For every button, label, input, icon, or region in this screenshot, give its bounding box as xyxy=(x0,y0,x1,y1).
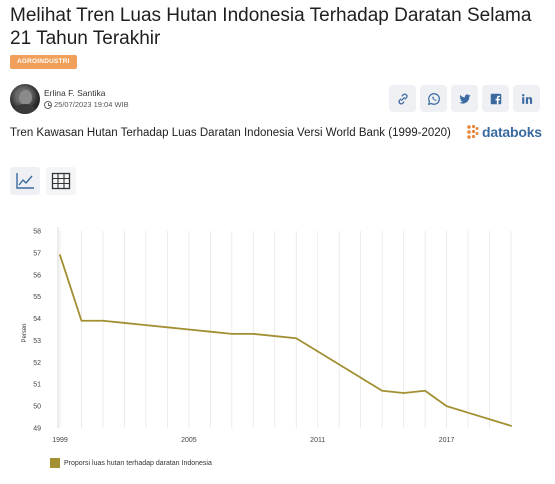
facebook-icon xyxy=(490,93,501,104)
publish-date: 25/07/2023 19:04 WIB xyxy=(44,100,129,109)
category-badge[interactable]: AGROINDUSTRI xyxy=(10,55,77,69)
y-tick-label: 54 xyxy=(33,316,41,323)
databoks-logo[interactable]: databoks xyxy=(466,124,542,140)
y-tick-label: 49 xyxy=(33,426,41,433)
linkedin-share-button[interactable] xyxy=(513,85,540,112)
data-point[interactable] xyxy=(249,330,257,338)
author-avatar[interactable] xyxy=(10,84,40,114)
x-tick-label: 2017 xyxy=(439,437,455,444)
data-point[interactable] xyxy=(335,361,343,369)
data-point[interactable] xyxy=(464,409,472,417)
data-point[interactable] xyxy=(56,251,64,259)
whatsapp-icon xyxy=(427,92,440,105)
data-point[interactable] xyxy=(271,332,279,340)
line-chart-icon xyxy=(16,173,34,189)
data-point[interactable] xyxy=(185,326,193,334)
chart-series xyxy=(56,251,515,430)
data-point[interactable] xyxy=(142,321,150,329)
data-point[interactable] xyxy=(228,330,236,338)
legend-label: Proporsi luas hutan terhadap daratan Ind… xyxy=(64,459,212,467)
databoks-logo-icon xyxy=(467,124,479,139)
y-tick-label: 52 xyxy=(33,360,41,367)
twitter-share-button[interactable] xyxy=(451,85,478,112)
data-point[interactable] xyxy=(400,389,408,397)
data-point[interactable] xyxy=(206,328,214,336)
data-point[interactable] xyxy=(163,323,171,331)
data-point[interactable] xyxy=(507,422,515,430)
whatsapp-share-button[interactable] xyxy=(420,85,447,112)
chart-grid xyxy=(59,231,512,428)
data-point[interactable] xyxy=(292,334,300,342)
twitter-icon xyxy=(458,93,471,104)
data-point[interactable] xyxy=(443,402,451,410)
legend-swatch xyxy=(50,458,60,468)
clock-icon xyxy=(44,100,52,109)
y-axis-label: Persen xyxy=(22,323,28,342)
data-point[interactable] xyxy=(378,387,386,395)
table-view-button[interactable] xyxy=(46,167,76,195)
y-tick-label: 57 xyxy=(33,250,41,257)
data-point[interactable] xyxy=(77,317,85,325)
chart-view-button[interactable] xyxy=(10,167,40,195)
y-tick-label: 50 xyxy=(33,404,41,411)
x-tick-label: 2005 xyxy=(181,437,197,444)
chart-title: Tren Kawasan Hutan Terhadap Luas Daratan… xyxy=(10,127,451,139)
linkedin-icon xyxy=(521,93,532,104)
x-tick-label: 1999 xyxy=(52,437,68,444)
data-point[interactable] xyxy=(357,374,365,382)
publish-date-text: 25/07/2023 19:04 WIB xyxy=(54,100,129,109)
chart-axes: 49 50 51 52 53 54 55 56 57 58 1999 2005 2011 2017 xyxy=(33,227,454,444)
data-point[interactable] xyxy=(314,347,322,355)
table-icon xyxy=(51,172,71,190)
chart-legend[interactable]: Proporsi luas hutan terhadap daratan Ind… xyxy=(50,458,212,468)
link-icon xyxy=(397,93,408,104)
y-tick-label: 51 xyxy=(33,382,41,389)
data-point[interactable] xyxy=(99,317,107,325)
author-name[interactable]: Erlina F. Santika xyxy=(44,88,106,98)
copy-link-button[interactable] xyxy=(389,85,416,112)
brand-name: databoks xyxy=(482,124,542,140)
facebook-share-button[interactable] xyxy=(482,85,509,112)
y-tick-label: 53 xyxy=(33,338,41,345)
y-tick-label: 55 xyxy=(33,294,41,301)
series-line[interactable] xyxy=(59,254,512,427)
y-tick-label: 56 xyxy=(33,272,41,279)
article-title: Melihat Tren Luas Hutan Indonesia Terhad… xyxy=(10,5,532,49)
data-point[interactable] xyxy=(421,387,429,395)
line-chart[interactable]: 49 50 51 52 53 54 55 56 57 58 1999 2005 2011 2017 Per… xyxy=(0,212,555,452)
x-tick-label: 2011 xyxy=(310,437,325,444)
data-point[interactable] xyxy=(486,415,494,423)
data-point[interactable] xyxy=(120,319,128,327)
y-tick-label: 58 xyxy=(33,229,41,236)
